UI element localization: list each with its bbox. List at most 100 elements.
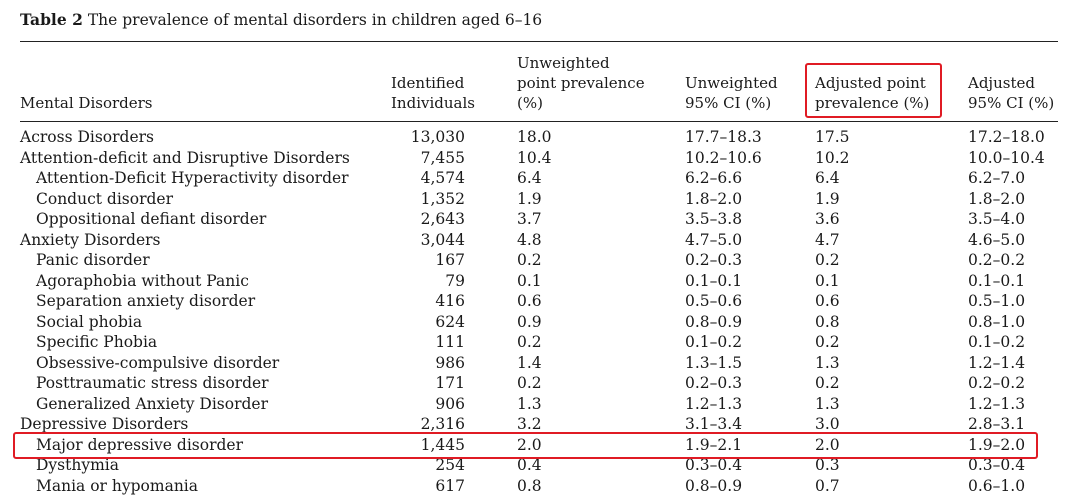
header-adjusted-point-line-2: prevalence (%) (815, 94, 930, 112)
row-label: Across Disorders (20, 128, 154, 146)
adjusted-point-cell: 1.9 (815, 189, 840, 208)
unweighted-point-cell: 1.3 (517, 394, 542, 413)
unweighted-point-cell: 0.8 (517, 476, 542, 495)
unweighted-point-cell: 10.4 (517, 148, 552, 167)
adjusted-point-cell: 10.2 (815, 148, 850, 167)
identified-cell: 986 (435, 353, 465, 372)
unweighted-ci-cell: 0.5–0.6 (685, 292, 743, 310)
adjusted-ci-cell: 1.9–2.0 (968, 435, 1026, 454)
row-label: Separation anxiety disorder (36, 292, 256, 310)
row-label: Mania or hypomania (36, 476, 199, 495)
identified-cell: 617 (435, 476, 465, 495)
unweighted-point-cell: 0.2 (517, 374, 542, 392)
identified-cell: 167 (435, 251, 465, 269)
table-title: The prevalence of mental disorders in ch… (87, 11, 543, 29)
unweighted-point-cell: 0.9 (517, 312, 542, 331)
identified-cell: 3,044 (420, 230, 465, 249)
adjusted-ci-cell: 0.3–0.4 (968, 456, 1026, 474)
adjusted-point-cell: 2.0 (815, 435, 840, 454)
identified-cell: 906 (435, 394, 465, 413)
identified-cell: 1,445 (420, 435, 465, 454)
adjusted-point-cell: 4.7 (815, 230, 840, 249)
header-unweighted-point-line-2: point prevalence (517, 74, 645, 92)
unweighted-point-cell: 2.0 (517, 435, 542, 454)
header-unweighted-point-line-1: Unweighted (517, 54, 610, 72)
row-label: Agoraphobia without Panic (36, 271, 249, 290)
unweighted-ci-cell: 0.8–0.9 (685, 476, 743, 495)
unweighted-ci-cell: 1.2–1.3 (685, 394, 743, 413)
adjusted-ci-cell: 0.2–0.2 (968, 374, 1026, 392)
unweighted-point-cell: 0.2 (517, 333, 542, 351)
header-adjusted-point-line-1: Adjusted point (815, 74, 926, 92)
adjusted-point-cell: 0.1 (815, 271, 840, 290)
adjusted-point-cell: 0.2 (815, 251, 840, 269)
unweighted-ci-cell: 4.7–5.0 (685, 230, 743, 249)
identified-cell: 111 (435, 333, 465, 351)
header-adjusted-ci-line-2: 95% CI (%) (968, 94, 1055, 112)
table-top-rule (20, 41, 1058, 42)
unweighted-point-cell: 1.4 (517, 353, 542, 372)
adjusted-ci-cell: 0.6–1.0 (968, 476, 1026, 495)
unweighted-ci-cell: 0.3–0.4 (685, 456, 743, 474)
adjusted-point-cell: 3.6 (815, 210, 840, 228)
row-label: Panic disorder (36, 251, 150, 269)
unweighted-ci-cell: 0.8–0.9 (685, 312, 743, 331)
identified-cell: 79 (445, 271, 465, 290)
unweighted-point-cell: 4.8 (517, 230, 542, 249)
unweighted-ci-cell: 6.2–6.6 (685, 169, 743, 187)
row-label: Social phobia (36, 312, 143, 331)
adjusted-ci-cell: 0.2–0.2 (968, 251, 1026, 269)
identified-cell: 416 (435, 292, 465, 310)
unweighted-ci-cell: 1.8–2.0 (685, 189, 743, 208)
row-label: Specific Phobia (36, 333, 158, 351)
identified-cell: 254 (435, 456, 465, 474)
row-label: Conduct disorder (36, 189, 173, 208)
header-unweighted-point-line-3: (%) (517, 94, 543, 112)
row-label: Oppositional defiant disorder (36, 210, 267, 228)
unweighted-ci-cell: 0.1–0.1 (685, 271, 743, 290)
adjusted-point-cell: 0.2 (815, 333, 840, 351)
adjusted-ci-cell: 3.5–4.0 (968, 210, 1026, 228)
adjusted-point-cell: 6.4 (815, 169, 840, 187)
unweighted-ci-cell: 1.3–1.5 (685, 353, 743, 372)
adjusted-point-cell: 0.8 (815, 312, 840, 331)
adjusted-ci-cell: 4.6–5.0 (968, 230, 1026, 249)
header-unweighted-ci-line-1: Unweighted (685, 74, 778, 92)
header-disorder-line-1: Mental Disorders (20, 94, 153, 112)
table-header-rule (20, 121, 1058, 122)
adjusted-ci-cell: 0.1–0.2 (968, 333, 1026, 351)
identified-cell: 624 (435, 312, 465, 331)
row-label: Posttraumatic stress disorder (36, 374, 269, 392)
unweighted-ci-cell: 17.7–18.3 (685, 128, 762, 146)
row-label: Dysthymia (36, 456, 120, 474)
header-adjusted-ci-line-1: Adjusted (968, 74, 1035, 92)
adjusted-ci-cell: 2.8–3.1 (968, 415, 1026, 433)
unweighted-point-cell: 1.9 (517, 189, 542, 208)
unweighted-point-cell: 6.4 (517, 169, 542, 187)
unweighted-ci-cell: 0.2–0.3 (685, 374, 743, 392)
adjusted-point-cell: 1.3 (815, 394, 840, 413)
header-unweighted-ci-line-2: 95% CI (%) (685, 94, 772, 112)
adjusted-ci-cell: 0.1–0.1 (968, 271, 1026, 290)
unweighted-point-cell: 0.6 (517, 292, 542, 310)
adjusted-ci-cell: 0.5–1.0 (968, 292, 1026, 310)
adjusted-ci-cell: 17.2–18.0 (968, 128, 1045, 146)
adjusted-point-cell: 1.3 (815, 353, 840, 372)
adjusted-point-cell: 3.0 (815, 415, 840, 433)
table-label: Table 2 (20, 10, 83, 29)
identified-cell: 2,316 (420, 415, 465, 433)
unweighted-ci-cell: 1.9–2.1 (685, 435, 743, 454)
identified-cell: 2,643 (420, 210, 465, 228)
header-identified-line-1: Identified (391, 74, 465, 92)
identified-cell: 1,352 (420, 189, 465, 208)
adjusted-ci-cell: 6.2–7.0 (968, 169, 1026, 187)
unweighted-ci-cell: 3.5–3.8 (685, 210, 743, 228)
adjusted-ci-cell: 0.8–1.0 (968, 312, 1026, 331)
identified-cell: 171 (435, 374, 465, 392)
adjusted-point-cell: 0.6 (815, 292, 840, 310)
header-identified-line-2: Individuals (391, 94, 475, 112)
unweighted-point-cell: 18.0 (517, 128, 552, 146)
adjusted-ci-cell: 1.8–2.0 (968, 189, 1026, 208)
row-label: Anxiety Disorders (20, 230, 161, 249)
adjusted-ci-cell: 1.2–1.3 (968, 394, 1026, 413)
